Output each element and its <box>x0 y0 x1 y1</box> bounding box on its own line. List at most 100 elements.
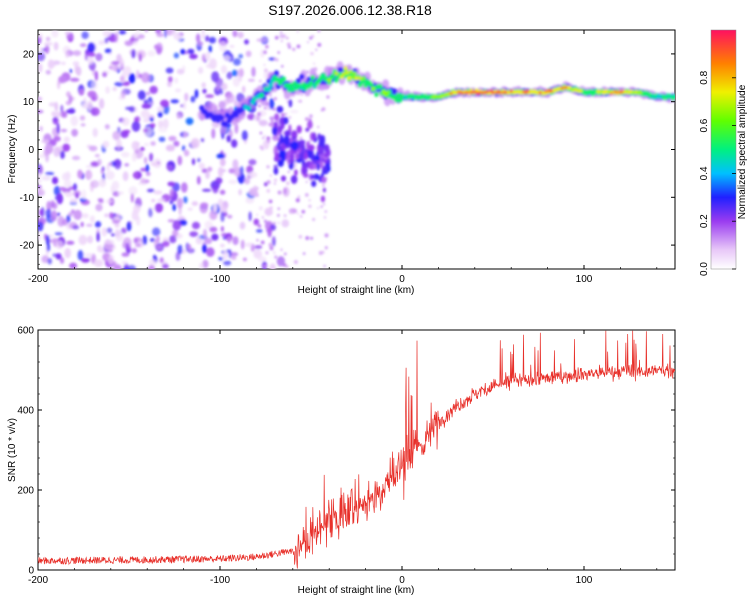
spectrogram-noise-blob <box>41 175 52 181</box>
spectrogram-noise-blob <box>247 113 256 121</box>
spectrogram-noise-dot <box>298 235 303 239</box>
spectrogram-noise-blob <box>93 259 104 268</box>
spectrogram-noise-blob <box>255 229 263 233</box>
spectrogram-noise-dot <box>300 93 303 96</box>
spectrogram-noise-dot <box>269 206 273 210</box>
spectrogram-noise-dot <box>268 242 273 247</box>
spectrogram-noise-dot <box>313 62 315 65</box>
colorbar-tick-label: 0.8 <box>699 70 710 84</box>
spectrogram-ridge-core <box>222 121 229 128</box>
spectrogram-noise-blob <box>239 221 246 230</box>
spectrogram-noise-blob <box>196 175 201 185</box>
spectrogram-tail-blob <box>283 117 289 125</box>
spectrogram-ridge-core <box>578 89 583 93</box>
spectrogram-noise-blob <box>204 220 213 230</box>
spectrogram-noise-dot <box>317 126 320 128</box>
spectrogram-ridge-core <box>396 92 401 98</box>
spectrogram-noise-blob <box>202 88 207 94</box>
spectrogram-noise-blob <box>212 185 219 194</box>
spectrogram-ridge-core <box>381 90 386 94</box>
spectrogram-noise-blob <box>216 153 225 159</box>
spectrogram-tail-blob <box>303 162 309 168</box>
spectrogram-noise-blob <box>131 40 138 46</box>
spectrogram-noise-dot <box>282 263 287 267</box>
spectrogram-noise-blob <box>58 75 67 84</box>
spectrogram-noise-dot <box>269 174 273 177</box>
spectrogram-noise-blob <box>158 136 166 142</box>
spectrogram-noise-blob <box>38 221 44 232</box>
spectrogram-noise-blob <box>83 96 87 105</box>
spectrogram-ridge-core <box>354 76 359 81</box>
spectrogram-tail-blob <box>322 165 327 172</box>
spectrogram-ridge-core <box>334 71 339 76</box>
spectrogram-noise-blob <box>194 89 199 99</box>
spectrogram-noise-dot <box>283 214 287 218</box>
spectrogram-noise-blob <box>39 209 43 216</box>
spectrogram-noise-blob <box>166 164 174 171</box>
spectrogram-noise-dot <box>289 210 293 214</box>
spectrogram-noise-blob <box>140 109 150 119</box>
spectrogram-xtick-label: 100 <box>576 274 593 285</box>
spectrogram-noise-blob <box>191 158 196 166</box>
spectrogram-noise-blob <box>167 181 175 187</box>
spectrogram-noise-blob <box>218 100 226 110</box>
spectrogram-noise-blob <box>45 152 49 163</box>
spectrogram-tail-blob <box>273 167 279 175</box>
spectrogram-noise-blob <box>38 232 41 242</box>
spectrogram-noise-dot <box>274 255 278 259</box>
spectrogram-noise-blob <box>226 71 233 80</box>
snr-xtick-label: -200 <box>28 575 48 586</box>
spectrogram-noise-blob <box>122 237 132 248</box>
spectrogram-tail-blob <box>276 105 284 113</box>
spectrogram-ridge-core <box>370 87 375 91</box>
spectrogram-noise-blob <box>253 249 263 259</box>
spectrogram-noise-blob <box>247 78 255 82</box>
spectrogram-noise-blob <box>208 36 216 44</box>
spectrogram-tail-blob <box>280 175 287 182</box>
spectrogram-noise-blob <box>173 140 180 147</box>
spectrogram-ridge-core <box>491 91 495 94</box>
spectrogram-noise-blob <box>72 225 80 230</box>
spectrogram-noise-dot <box>262 137 265 139</box>
spectrogram-noise-blob <box>149 117 154 122</box>
spectrogram-noise-blob <box>51 176 59 185</box>
spectrogram-tail-blob <box>307 144 315 151</box>
spectrogram-image <box>38 30 675 269</box>
spectrogram-noise-blob <box>191 221 201 230</box>
spectrogram-noise-blob <box>266 189 271 193</box>
spectrogram-noise-blob <box>172 203 177 212</box>
spectrogram-noise-blob <box>205 170 210 180</box>
spectrogram-noise-blob <box>208 45 212 53</box>
spectrogram-noise-blob <box>189 231 199 238</box>
spectrogram-noise-blob <box>90 107 100 116</box>
spectrogram-noise-blob <box>168 135 177 142</box>
spectrogram-noise-dot <box>305 193 309 197</box>
spectrogram-noise-blob <box>66 109 76 114</box>
spectrogram-tail-blob <box>322 187 326 193</box>
spectrogram-ridge-core <box>549 89 553 93</box>
spectrogram-noise-blob <box>70 77 80 82</box>
spectrogram-noise-blob <box>76 66 82 77</box>
spectrogram-tail-blob <box>311 154 317 162</box>
spectrogram-noise-blob <box>221 82 228 91</box>
spectrogram-noise-blob <box>87 42 96 53</box>
spectrogram-noise-blob <box>127 265 136 269</box>
spectrogram-noise-blob <box>167 76 173 83</box>
spectrogram-noise-blob <box>120 58 125 68</box>
spectrogram-noise-blob <box>38 63 43 73</box>
spectrogram-noise-blob <box>64 31 71 36</box>
spectrogram-noise-dot <box>307 41 309 43</box>
spectrogram-noise-blob <box>231 255 237 260</box>
spectrogram-noise-dot <box>263 107 267 110</box>
spectrogram-tail-blob <box>307 150 312 159</box>
spectrogram-ridge-core <box>290 86 296 92</box>
spectrogram-noise-blob <box>87 100 93 111</box>
spectrogram-ridge-core <box>268 82 274 88</box>
spectrogram-noise-blob <box>223 55 232 61</box>
spectrogram-noise-blob <box>199 202 208 214</box>
spectrogram-ridge-core <box>620 90 624 93</box>
spectrogram-noise-dot <box>297 100 300 102</box>
spectrogram-ridge-core <box>449 92 453 95</box>
spectrogram-noise-blob <box>91 79 98 91</box>
spectrogram-noise-blob <box>38 179 42 184</box>
